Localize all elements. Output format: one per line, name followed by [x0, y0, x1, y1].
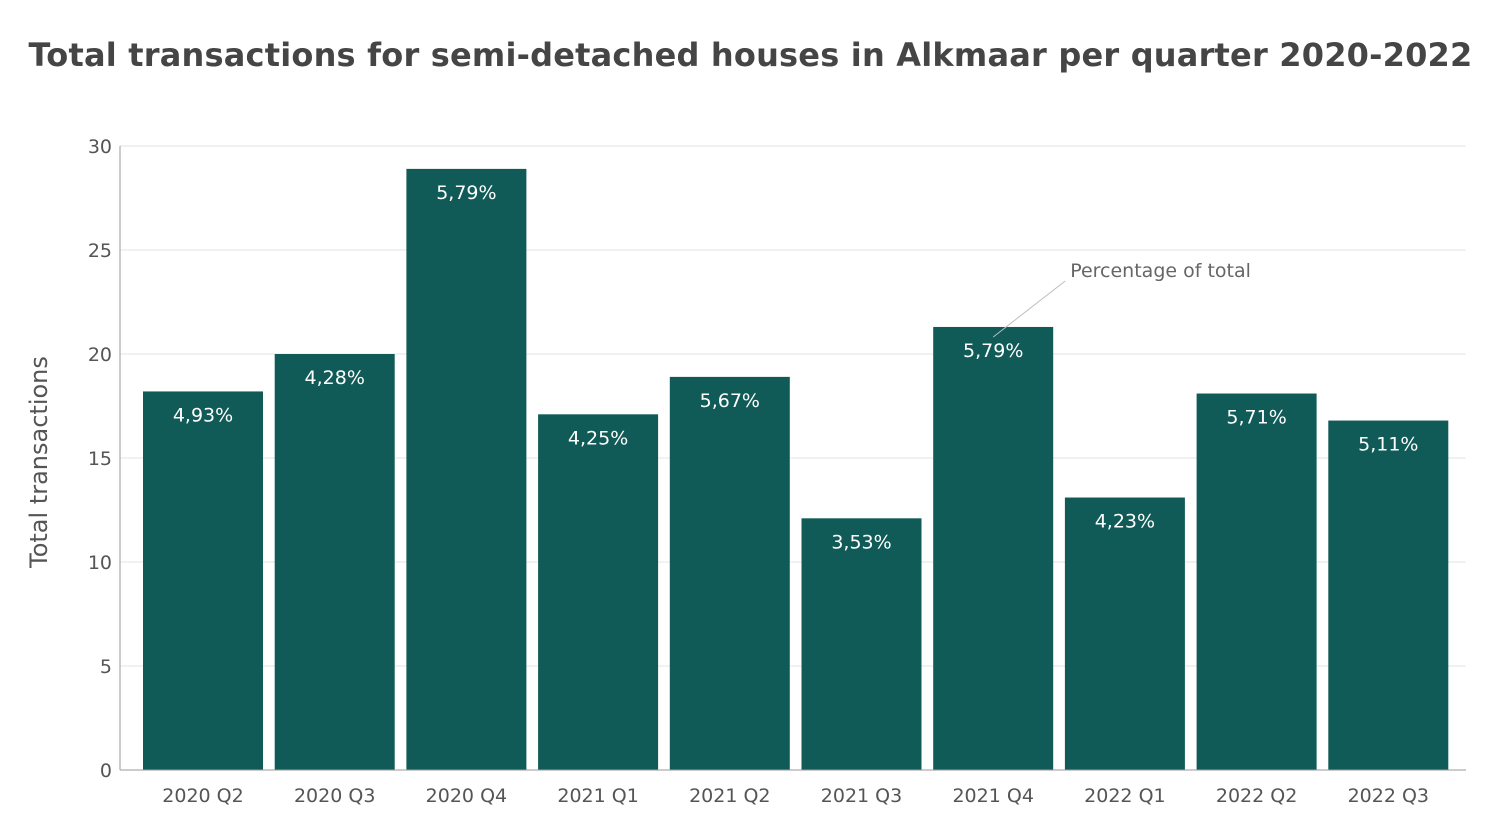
- x-tick-label: 2021 Q2: [689, 785, 770, 807]
- bar: [1196, 393, 1317, 770]
- bar: [1328, 420, 1449, 770]
- y-tick-label: 10: [88, 552, 112, 574]
- x-tick-label: 2020 Q4: [426, 785, 507, 807]
- bar: [143, 391, 263, 770]
- bar: [933, 326, 1054, 770]
- annotation-label: Percentage of total: [1070, 260, 1251, 282]
- y-tick-label: 5: [100, 656, 112, 678]
- y-tick-label: 25: [88, 240, 112, 262]
- x-tick-label: 2022 Q3: [1348, 785, 1429, 807]
- x-tick-label: 2020 Q2: [162, 785, 243, 807]
- bar-data-label: 5,11%: [1358, 434, 1418, 456]
- bar-data-label: 5,79%: [436, 182, 496, 204]
- labels: 0 5 10 15 20 25 30 4,93% 2020 Q2 4,28% 2020 Q3 5,79…: [25, 136, 1429, 807]
- x-tick-label: 2022 Q1: [1084, 785, 1165, 807]
- x-tick-label: 2020 Q3: [294, 785, 375, 807]
- bars: [143, 168, 1449, 770]
- bar: [1064, 497, 1185, 770]
- bar-data-label: 4,25%: [568, 427, 628, 449]
- x-tick-label: 2021 Q1: [557, 785, 638, 807]
- bar: [669, 376, 790, 770]
- y-axis-title: Total transactions: [25, 356, 53, 569]
- chart-title: Total transactions for semi-detached hou…: [28, 36, 1473, 74]
- y-tick-label: 0: [100, 760, 112, 782]
- bar-data-label: 5,71%: [1226, 407, 1286, 429]
- y-tick-label: 20: [88, 344, 112, 366]
- bar-data-label: 4,93%: [173, 404, 233, 426]
- bar-data-label: 4,23%: [1095, 511, 1155, 533]
- bar-data-label: 3,53%: [831, 531, 891, 553]
- bar: [538, 414, 659, 770]
- bar: [274, 354, 395, 770]
- axes: [119, 146, 1466, 771]
- bar-data-label: 5,67%: [700, 390, 760, 412]
- y-tick-label: 30: [88, 136, 112, 158]
- x-tick-label: 2021 Q4: [952, 785, 1033, 807]
- bar-data-label: 5,79%: [963, 340, 1023, 362]
- x-tick-label: 2021 Q3: [821, 785, 902, 807]
- bar: [406, 168, 527, 770]
- y-tick-label: 15: [88, 448, 112, 470]
- annotation-leader-line: [992, 280, 1066, 338]
- bar-data-label: 4,28%: [305, 367, 365, 389]
- bar: [801, 518, 922, 770]
- x-tick-label: 2022 Q2: [1216, 785, 1297, 807]
